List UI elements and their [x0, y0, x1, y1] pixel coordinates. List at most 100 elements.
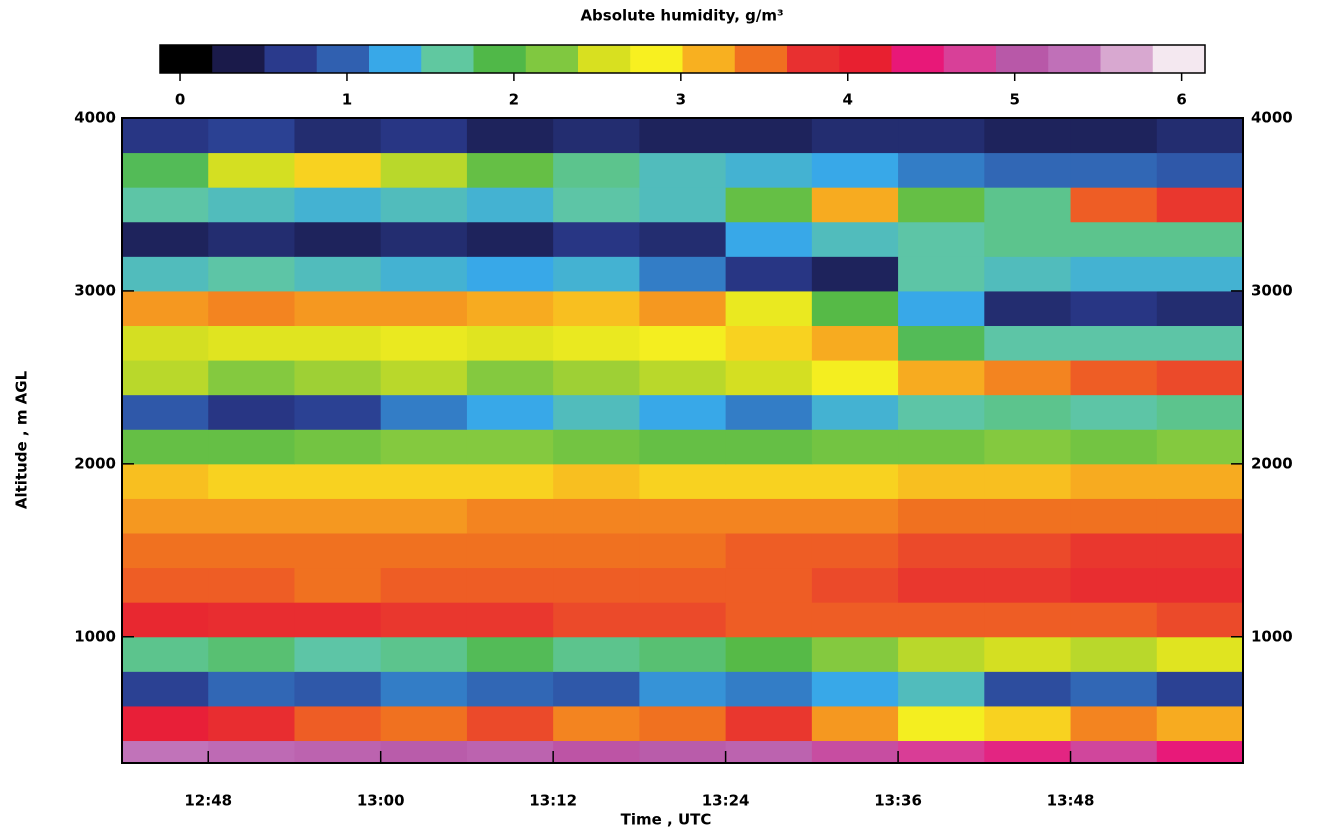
heatmap-cell [122, 671, 209, 707]
heatmap-cell [466, 636, 554, 672]
heatmap-cell [1070, 705, 1158, 742]
colorbar-swatch [996, 45, 1049, 73]
heatmap-cell [1156, 290, 1243, 327]
heatmap-cell [725, 429, 813, 465]
heatmap-cell [122, 360, 209, 396]
heatmap-cell [898, 394, 985, 430]
heatmap-cell [984, 498, 1072, 534]
heatmap-cell [811, 567, 899, 603]
heatmap-cell [639, 290, 727, 327]
heatmap-cell [1156, 533, 1243, 569]
plot-frame [121, 117, 1244, 764]
heatmap-cell [898, 221, 985, 257]
heatmap-cell [1070, 290, 1158, 327]
heatmap-cell [725, 705, 813, 742]
heatmap-cell [898, 290, 985, 327]
heatmap-cell [553, 360, 640, 396]
heatmap-cell [294, 360, 382, 396]
heatmap-cell [294, 325, 382, 361]
heatmap-cell [208, 636, 295, 672]
heatmap-cell [811, 429, 899, 465]
heatmap-cell [553, 221, 640, 257]
heatmap-cell [1156, 221, 1243, 257]
x-tick-label: 13:12 [529, 792, 577, 810]
heatmap-cell [639, 325, 727, 361]
heatmap-cell [208, 740, 295, 763]
heatmap-cell [1070, 463, 1158, 499]
x-tick-label: 13:48 [1047, 792, 1095, 810]
heatmap-cell [984, 671, 1072, 707]
heatmap-cell [208, 118, 295, 154]
heatmap-cell [898, 705, 985, 742]
heatmap-cell [466, 705, 554, 742]
heatmap-cell [639, 394, 727, 430]
heatmap-cell [811, 533, 899, 569]
y-tick-label: 2000 [74, 454, 116, 472]
colorbar-tick-label: 3 [676, 91, 686, 109]
heatmap-cell [380, 118, 468, 154]
heatmap-cell [294, 187, 382, 223]
heatmap-cell [294, 567, 382, 603]
colorbar-swatch [1048, 45, 1101, 73]
heatmap-cell [639, 221, 727, 257]
heatmap-cell [811, 325, 899, 361]
heatmap-cell [208, 221, 295, 257]
heatmap-cell [898, 533, 985, 569]
colorbar-tick-label: 2 [509, 91, 519, 109]
heatmap-cell [725, 533, 813, 569]
heatmap-cell [553, 187, 640, 223]
heatmap-cell [466, 290, 554, 327]
heatmap-cell [553, 152, 640, 188]
heatmap-cell [380, 221, 468, 257]
heatmap-cell [380, 671, 468, 707]
heatmap-cell [984, 221, 1072, 257]
heatmap-cell [122, 463, 209, 499]
heatmap-cell [984, 187, 1072, 223]
heatmap-cell [725, 602, 813, 638]
heatmap-cell [725, 290, 813, 327]
heatmap-cell [1156, 360, 1243, 396]
heatmap-cell [984, 533, 1072, 569]
heatmap-cell [122, 602, 209, 638]
heatmap-cell [725, 187, 813, 223]
heatmap-cell [553, 429, 640, 465]
heatmap-cell [122, 187, 209, 223]
heatmap-cell [1156, 118, 1243, 154]
heatmap-cell [294, 290, 382, 327]
heatmap-cell [208, 567, 295, 603]
colorbar-swatch [421, 45, 474, 73]
heatmap-cell [725, 498, 813, 534]
heatmap-cell [1070, 671, 1158, 707]
heatmap-cell [380, 705, 468, 742]
heatmap-cell [1070, 118, 1158, 154]
heatmap-cell [1070, 221, 1158, 257]
heatmap-cell [811, 705, 899, 742]
colorbar-swatch [473, 45, 527, 73]
heatmap-cell [553, 498, 640, 534]
heatmap-cell [811, 740, 899, 763]
colorbar-swatch [839, 45, 892, 73]
heatmap-cell [639, 602, 727, 638]
heatmap-cell [811, 118, 899, 154]
heatmap-cell [1070, 740, 1158, 763]
colorbar-swatch [891, 45, 945, 73]
heatmap-cell [811, 394, 899, 430]
heatmap-cell [811, 187, 899, 223]
heatmap-cell [811, 498, 899, 534]
heatmap-cell [122, 256, 209, 292]
heatmap-cell [466, 152, 554, 188]
heatmap-cell [294, 636, 382, 672]
heatmap-cell [898, 740, 985, 763]
heatmap-cell [208, 671, 295, 707]
heatmap-cell [725, 360, 813, 396]
heatmap-cell [380, 394, 468, 430]
heatmap-cell [294, 671, 382, 707]
colorbar-swatch [630, 45, 683, 73]
heatmap-cell [294, 221, 382, 257]
heatmap-cell [811, 463, 899, 499]
heatmap-cell [725, 636, 813, 672]
heatmap-cell [466, 740, 554, 763]
heatmap-cell [639, 429, 727, 465]
colorbar-swatch [264, 45, 318, 73]
heatmap-cell [208, 602, 295, 638]
